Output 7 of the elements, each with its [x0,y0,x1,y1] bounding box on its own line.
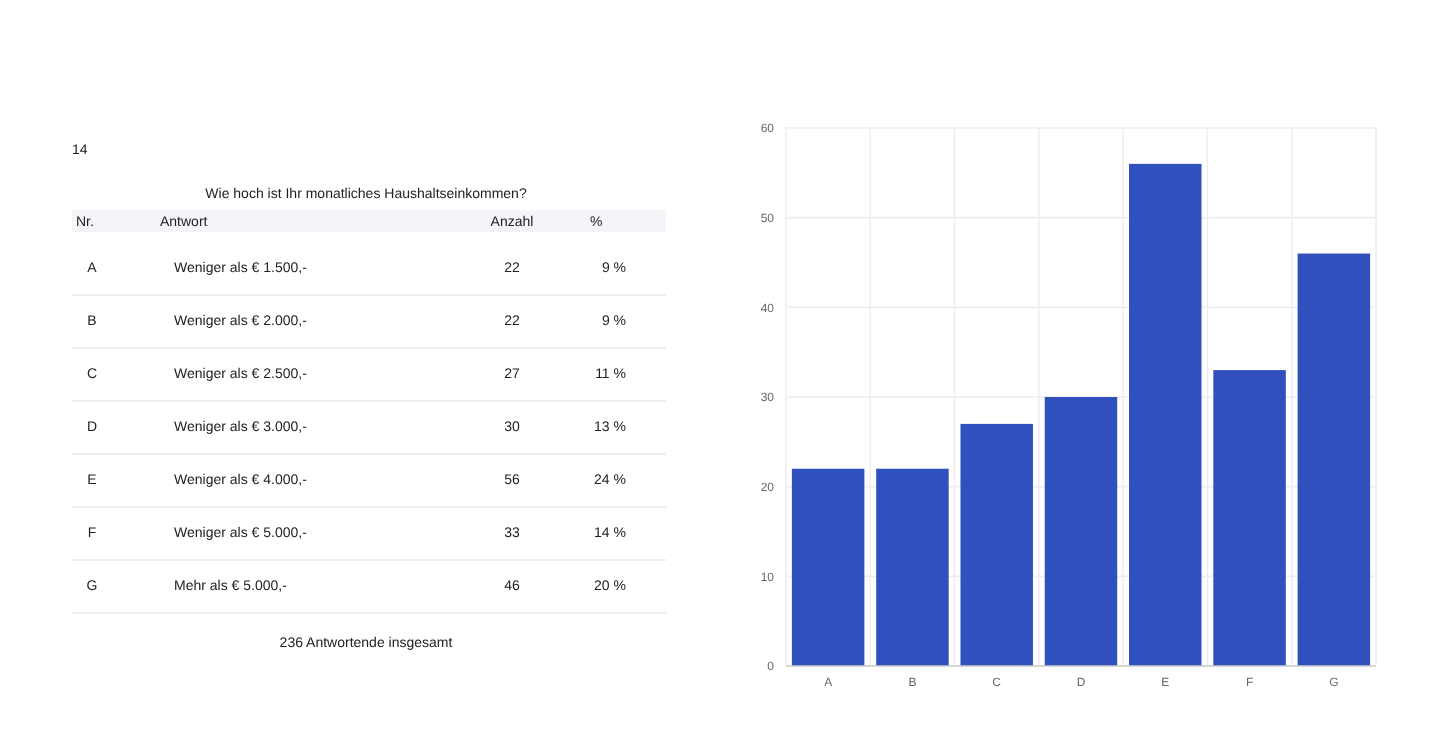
bar [1129,163,1202,666]
bar [791,468,865,666]
bar [1213,370,1286,666]
bar [1044,397,1118,666]
bar [960,423,1033,666]
bar [876,468,949,666]
bar [1297,253,1371,666]
